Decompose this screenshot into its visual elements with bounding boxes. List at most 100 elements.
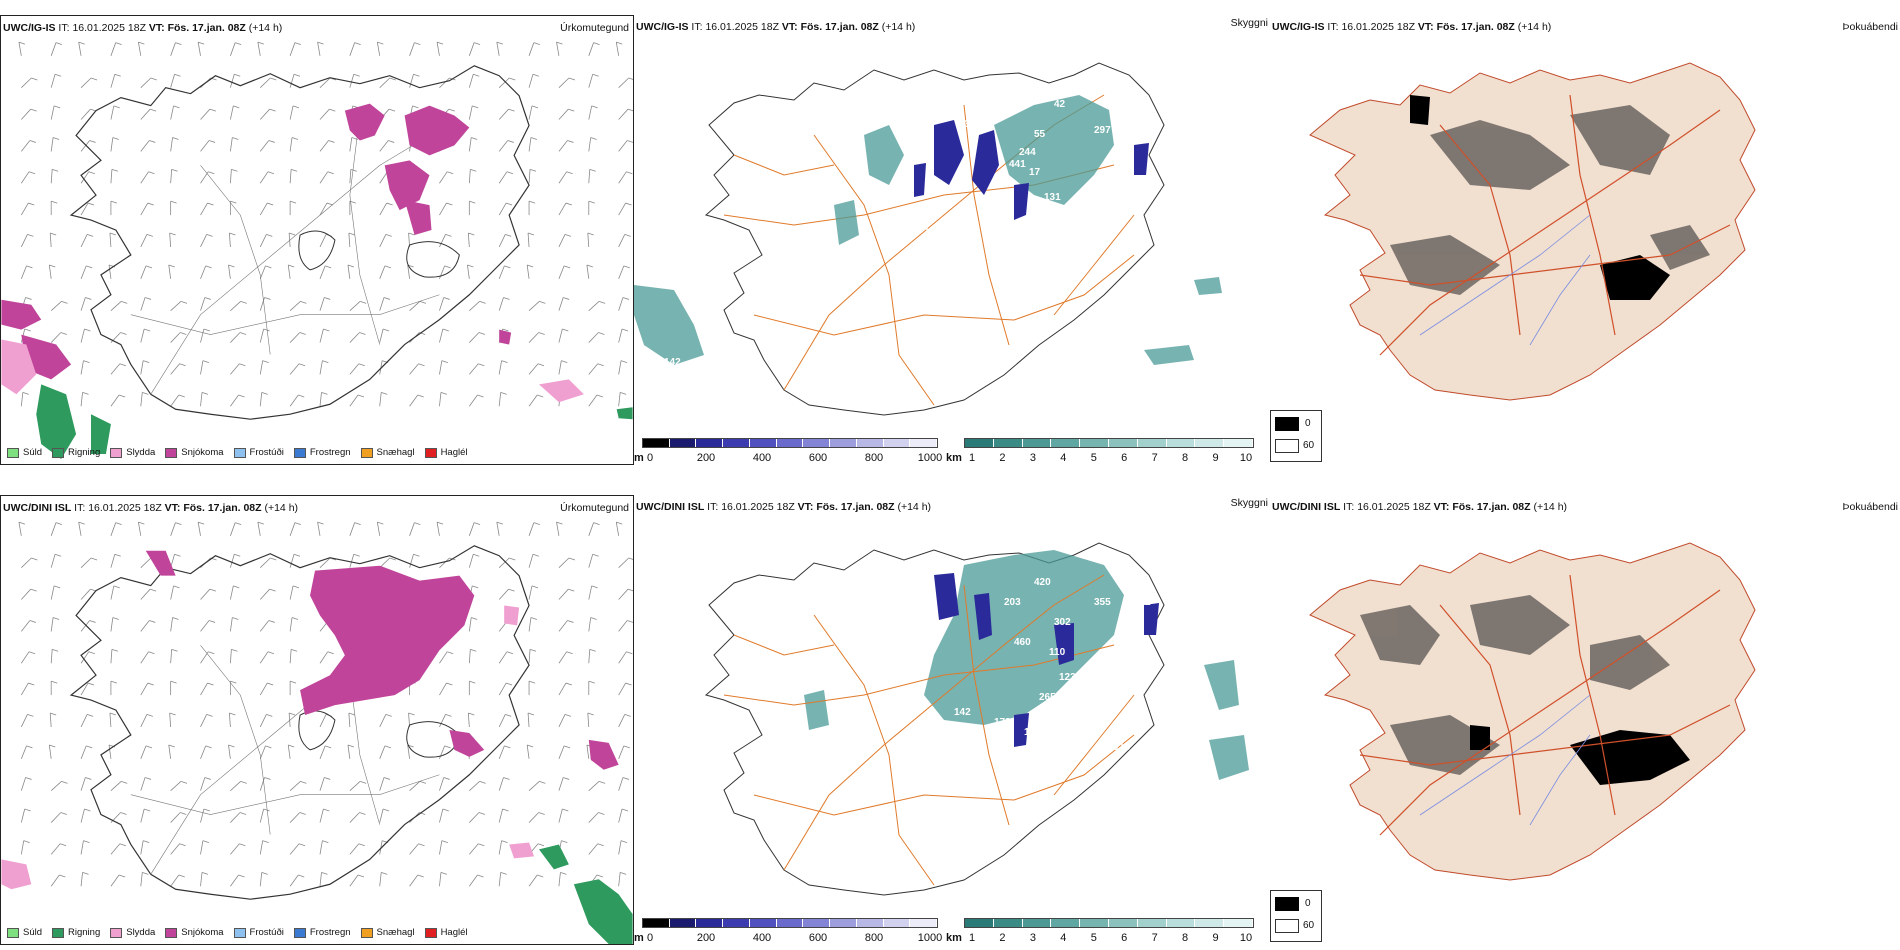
wind-barb [138, 522, 142, 536]
wind-barb-feather [138, 521, 145, 525]
legend-item: Snæhagl [360, 927, 415, 938]
wind-barb [588, 812, 599, 823]
wind-barb-feather [589, 168, 596, 172]
wind-barb-feather [471, 617, 478, 620]
wind-barb [140, 77, 152, 88]
wind-barb [109, 713, 112, 727]
wind-barb-feather [208, 140, 216, 143]
wind-barb [110, 394, 120, 407]
colorbar-segment [1166, 919, 1196, 927]
wind-barb-feather [508, 588, 515, 592]
wind-barb-feather [384, 265, 391, 269]
wind-barb-feather [180, 780, 188, 784]
wind-barb [50, 843, 61, 855]
wind-barb [528, 585, 533, 600]
wind-barb-feather [172, 617, 179, 620]
wind-barb [229, 169, 232, 184]
wind-barb [586, 744, 590, 759]
wind-barb-feather [208, 171, 215, 175]
wind-barb [498, 234, 506, 248]
wind-barb [259, 651, 269, 664]
wind-barb-feather [204, 777, 211, 780]
wind-barb-feather [417, 394, 424, 398]
wind-barb [439, 360, 443, 375]
legend-label: Súld [23, 447, 43, 458]
wind-barb-feather [382, 328, 390, 332]
wind-barb-feather [203, 328, 211, 332]
cloudbase-value-label: 110 [1049, 647, 1066, 658]
wind-barb-feather [23, 840, 30, 844]
legend-item: Slydda [110, 447, 155, 458]
wind-barb-feather [61, 300, 68, 304]
wind-barb [80, 328, 85, 343]
wind-barb [319, 297, 325, 311]
cloudbase-value-label: 123 [1059, 672, 1076, 683]
wind-barb [379, 265, 386, 279]
fog-panel-row2: UWC/DINI ISL IT: 16.01.2025 18Z VT: Fös.… [1270, 495, 1900, 945]
panel-header: UWC/IG-IS IT: 16.01.2025 18Z VT: Fös. 17… [636, 21, 916, 33]
wind-barb [498, 557, 510, 568]
wind-barb [379, 714, 387, 728]
wind-barb-feather [626, 651, 633, 655]
wind-barb [468, 522, 475, 536]
wind-barb [469, 781, 480, 791]
wind-barb [409, 363, 419, 375]
fog-legend-high: 60 [1303, 440, 1315, 451]
wind-barb-feather [627, 140, 633, 143]
wind-barb [110, 812, 121, 823]
wind-barb-feather [502, 328, 509, 332]
wind-barb [528, 42, 535, 56]
cloudbase-value-label: 116 [1114, 742, 1131, 753]
wind-barb [587, 233, 590, 247]
wind-barb [110, 169, 113, 184]
wind-barb-feather [292, 585, 300, 589]
wind-barb-feather [232, 137, 239, 140]
wind-barb-feather [146, 714, 153, 717]
wind-barb [289, 812, 301, 823]
wind-barb [558, 140, 568, 152]
wind-barb-feather [627, 108, 633, 112]
wind-barb [468, 105, 473, 120]
wind-barb [228, 264, 231, 279]
wind-barb-feather [562, 808, 569, 812]
wind-barb-feather [291, 137, 299, 140]
wind-barb [21, 77, 32, 88]
wind-barb-feather [208, 651, 215, 655]
wind-barb-feather [235, 522, 242, 526]
wind-barb [50, 874, 60, 887]
wind-barb [287, 744, 291, 759]
wind-barb [50, 585, 55, 600]
fog-panel-row1: UWC/IG-IS IT: 16.01.2025 18Z VT: Fös. 17… [1270, 15, 1900, 465]
wind-barb [349, 42, 356, 56]
wind-barb-feather [89, 620, 96, 623]
wind-barb [319, 651, 329, 664]
wind-barb-feather [25, 777, 32, 780]
wind-barb-feather [566, 651, 573, 655]
cloudbase-unit: m [634, 452, 644, 464]
wind-barb-feather [179, 363, 186, 367]
wind-barb [319, 77, 331, 88]
wind-barb [140, 234, 148, 248]
wind-barb [110, 649, 113, 664]
wind-barb [528, 105, 533, 120]
wind-barb-feather [115, 522, 122, 526]
wind-barb [528, 617, 532, 632]
wind-barb [50, 617, 54, 632]
wind-barb [229, 585, 234, 600]
wind-barb [528, 649, 531, 664]
wind-barb-feather [109, 232, 117, 236]
wind-barb [230, 332, 241, 343]
legend-swatch [7, 927, 19, 938]
wind-barb-feather [269, 588, 276, 592]
wind-barb-feather [82, 872, 89, 875]
cloudbase-value-label: 37 [1104, 157, 1116, 168]
wind-barb [197, 42, 201, 56]
wind-barb-feather [55, 42, 63, 46]
wind-barb-feather [591, 585, 598, 589]
wind-barb [200, 140, 210, 152]
colorbar-tick-label: 7 [1151, 932, 1158, 944]
wind-barb [618, 651, 627, 664]
legend-label: Frostregn [309, 447, 351, 458]
cloudbase-value-label: 244 [1019, 147, 1036, 158]
wind-barb-feather [620, 360, 628, 364]
